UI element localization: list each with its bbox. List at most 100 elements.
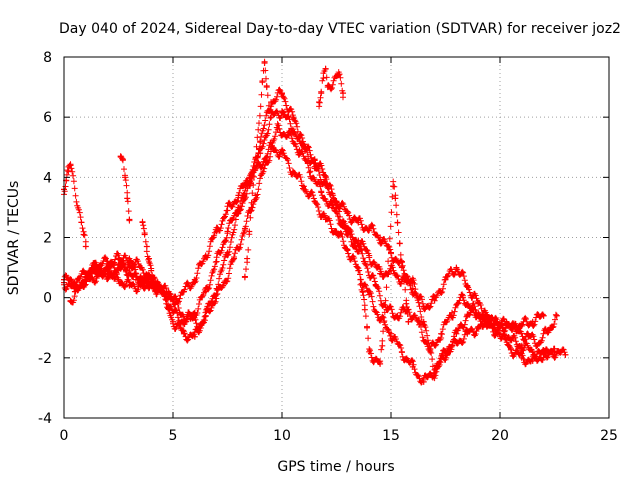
data-point bbox=[525, 333, 532, 340]
data-point bbox=[104, 270, 111, 277]
x-axis-label: GPS time / hours bbox=[277, 459, 394, 475]
data-point bbox=[124, 195, 131, 202]
data-point bbox=[335, 72, 342, 79]
data-point bbox=[396, 240, 403, 247]
data-point bbox=[285, 132, 292, 139]
data-point bbox=[246, 228, 253, 235]
y-tick-label: -2 bbox=[38, 351, 52, 367]
data-point bbox=[170, 309, 176, 316]
data-point bbox=[344, 210, 351, 217]
data-point bbox=[126, 264, 133, 271]
data-point bbox=[311, 165, 318, 172]
data-point bbox=[198, 321, 205, 328]
data-point bbox=[209, 300, 216, 307]
data-point bbox=[268, 144, 275, 151]
data-point bbox=[340, 219, 347, 226]
data-points bbox=[61, 58, 569, 386]
data-point bbox=[263, 84, 270, 91]
data-point bbox=[279, 150, 285, 157]
y-tick-label: 0 bbox=[43, 291, 52, 307]
data-point bbox=[241, 225, 248, 232]
data-point bbox=[507, 345, 514, 352]
data-point bbox=[322, 180, 329, 187]
data-point bbox=[324, 84, 331, 91]
data-point bbox=[359, 288, 366, 295]
data-point bbox=[170, 318, 176, 325]
data-point bbox=[137, 264, 144, 271]
data-point bbox=[355, 237, 362, 244]
data-point bbox=[261, 60, 268, 67]
data-point bbox=[191, 333, 198, 340]
data-point bbox=[137, 282, 144, 289]
data-point bbox=[518, 354, 525, 361]
data-point bbox=[529, 348, 536, 355]
data-point bbox=[486, 318, 493, 325]
data-point bbox=[213, 228, 220, 235]
data-point bbox=[235, 204, 242, 211]
data-point bbox=[366, 348, 373, 355]
data-point bbox=[453, 339, 460, 346]
data-point bbox=[562, 351, 569, 358]
data-point bbox=[268, 114, 275, 121]
data-point bbox=[139, 219, 146, 226]
data-point bbox=[126, 282, 133, 289]
data-point bbox=[82, 243, 89, 250]
x-tick-label: 10 bbox=[273, 428, 291, 444]
data-point bbox=[459, 294, 466, 301]
data-point bbox=[442, 351, 449, 358]
data-point bbox=[372, 282, 379, 289]
y-tick-label: 8 bbox=[43, 50, 52, 66]
data-point bbox=[394, 312, 401, 319]
data-point bbox=[93, 273, 100, 280]
data-point bbox=[394, 219, 401, 226]
data-point bbox=[137, 273, 144, 280]
data-point bbox=[420, 318, 427, 325]
x-tick-label: 25 bbox=[600, 428, 618, 444]
data-point bbox=[379, 342, 386, 349]
data-point bbox=[252, 192, 259, 199]
data-point bbox=[318, 90, 325, 97]
data-point bbox=[388, 330, 394, 337]
data-point bbox=[65, 168, 72, 175]
data-point bbox=[213, 258, 220, 265]
data-point bbox=[350, 240, 357, 247]
data-point bbox=[398, 348, 405, 355]
data-point bbox=[141, 231, 148, 238]
data-point bbox=[497, 330, 503, 337]
data-point bbox=[296, 147, 303, 154]
data-point bbox=[67, 297, 74, 304]
data-point bbox=[78, 219, 85, 226]
data-point bbox=[497, 321, 503, 328]
data-point bbox=[405, 318, 412, 325]
data-point bbox=[366, 291, 373, 298]
y-axis-ticks: -4 -2 0 2 4 6 8 bbox=[38, 50, 609, 427]
data-point bbox=[119, 156, 126, 163]
data-point bbox=[377, 360, 384, 367]
data-point bbox=[318, 189, 325, 196]
data-point bbox=[329, 204, 336, 211]
data-point bbox=[431, 366, 438, 373]
data-point bbox=[202, 252, 209, 259]
data-point bbox=[146, 255, 153, 262]
data-point bbox=[224, 228, 231, 235]
data-point bbox=[274, 126, 281, 133]
data-point bbox=[300, 183, 307, 190]
data-point bbox=[235, 192, 242, 199]
data-point bbox=[464, 330, 471, 337]
data-point bbox=[126, 216, 133, 223]
data-point bbox=[220, 282, 227, 289]
data-point bbox=[148, 267, 155, 274]
data-point bbox=[547, 324, 554, 331]
data-point bbox=[170, 297, 176, 304]
data-point bbox=[115, 255, 122, 262]
data-point bbox=[405, 306, 412, 313]
data-point bbox=[257, 138, 264, 145]
data-point bbox=[67, 162, 74, 169]
data-point bbox=[536, 339, 543, 346]
data-point bbox=[122, 174, 129, 181]
data-point bbox=[259, 78, 266, 85]
x-tick-label: 20 bbox=[491, 428, 509, 444]
data-point bbox=[180, 330, 187, 337]
